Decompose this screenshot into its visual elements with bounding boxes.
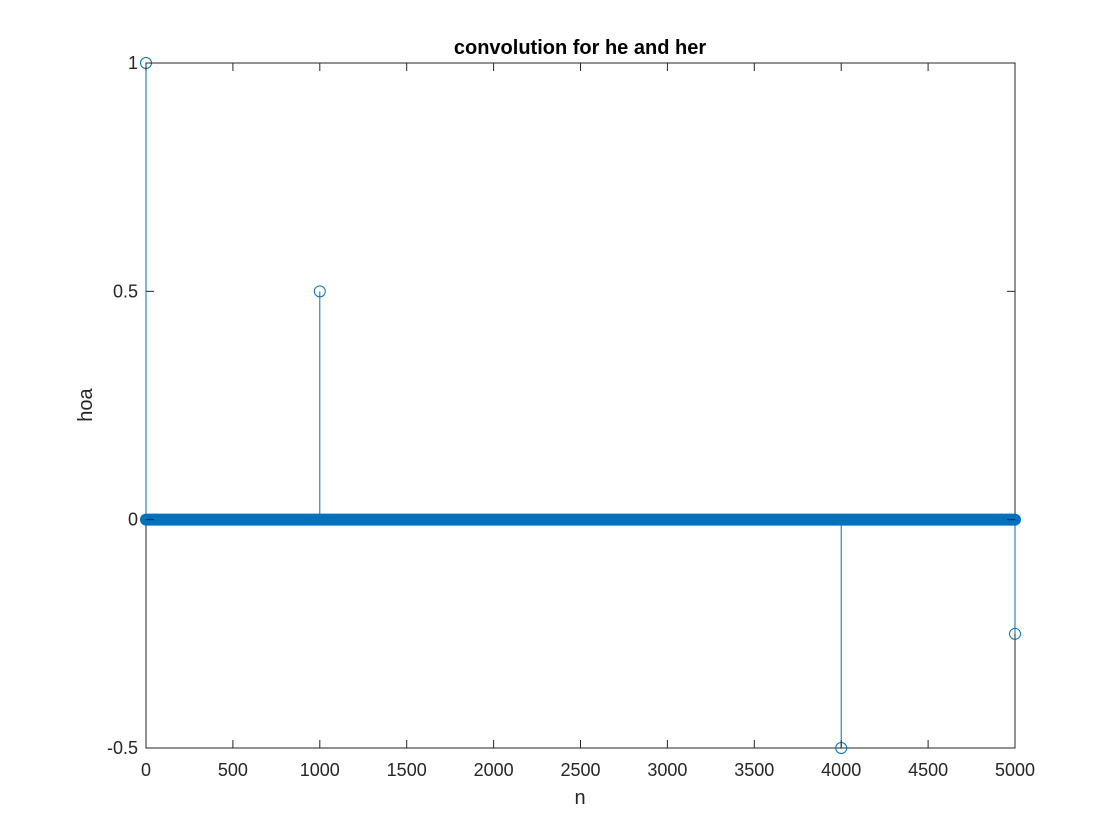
x-tick-label: 2500 [560, 760, 600, 780]
y-tick-label: -0.5 [107, 738, 138, 758]
y-tick-label: 0.5 [113, 281, 138, 301]
x-axis-ticks: 0 500 1000 1500 2000 2500 3000 3500 4000 4500 5000 [141, 63, 1035, 780]
y-axis-label: hoa [75, 387, 97, 421]
x-tick-label: 3000 [647, 760, 687, 780]
x-axis-label: n [574, 787, 585, 809]
x-tick-label: 5000 [995, 760, 1035, 780]
y-axis-ticks: -0.5 0 0.5 1 [107, 53, 1015, 758]
plot-area [140, 57, 1021, 754]
stem-marker [313, 285, 326, 298]
y-tick-label: 0 [128, 510, 138, 530]
y-tick-label: 1 [128, 53, 138, 73]
x-tick-label: 0 [141, 760, 151, 780]
chart-title: convolution for he and her [454, 37, 706, 59]
x-tick-label: 4000 [821, 760, 861, 780]
x-tick-label: 3500 [734, 760, 774, 780]
x-tick-label: 2000 [474, 760, 514, 780]
x-tick-label: 1500 [387, 760, 427, 780]
x-tick-label: 1000 [300, 760, 340, 780]
x-tick-label: 500 [218, 760, 248, 780]
axes-box [145, 62, 1016, 749]
x-tick-label: 4500 [908, 760, 948, 780]
stem-marker [1009, 627, 1021, 640]
